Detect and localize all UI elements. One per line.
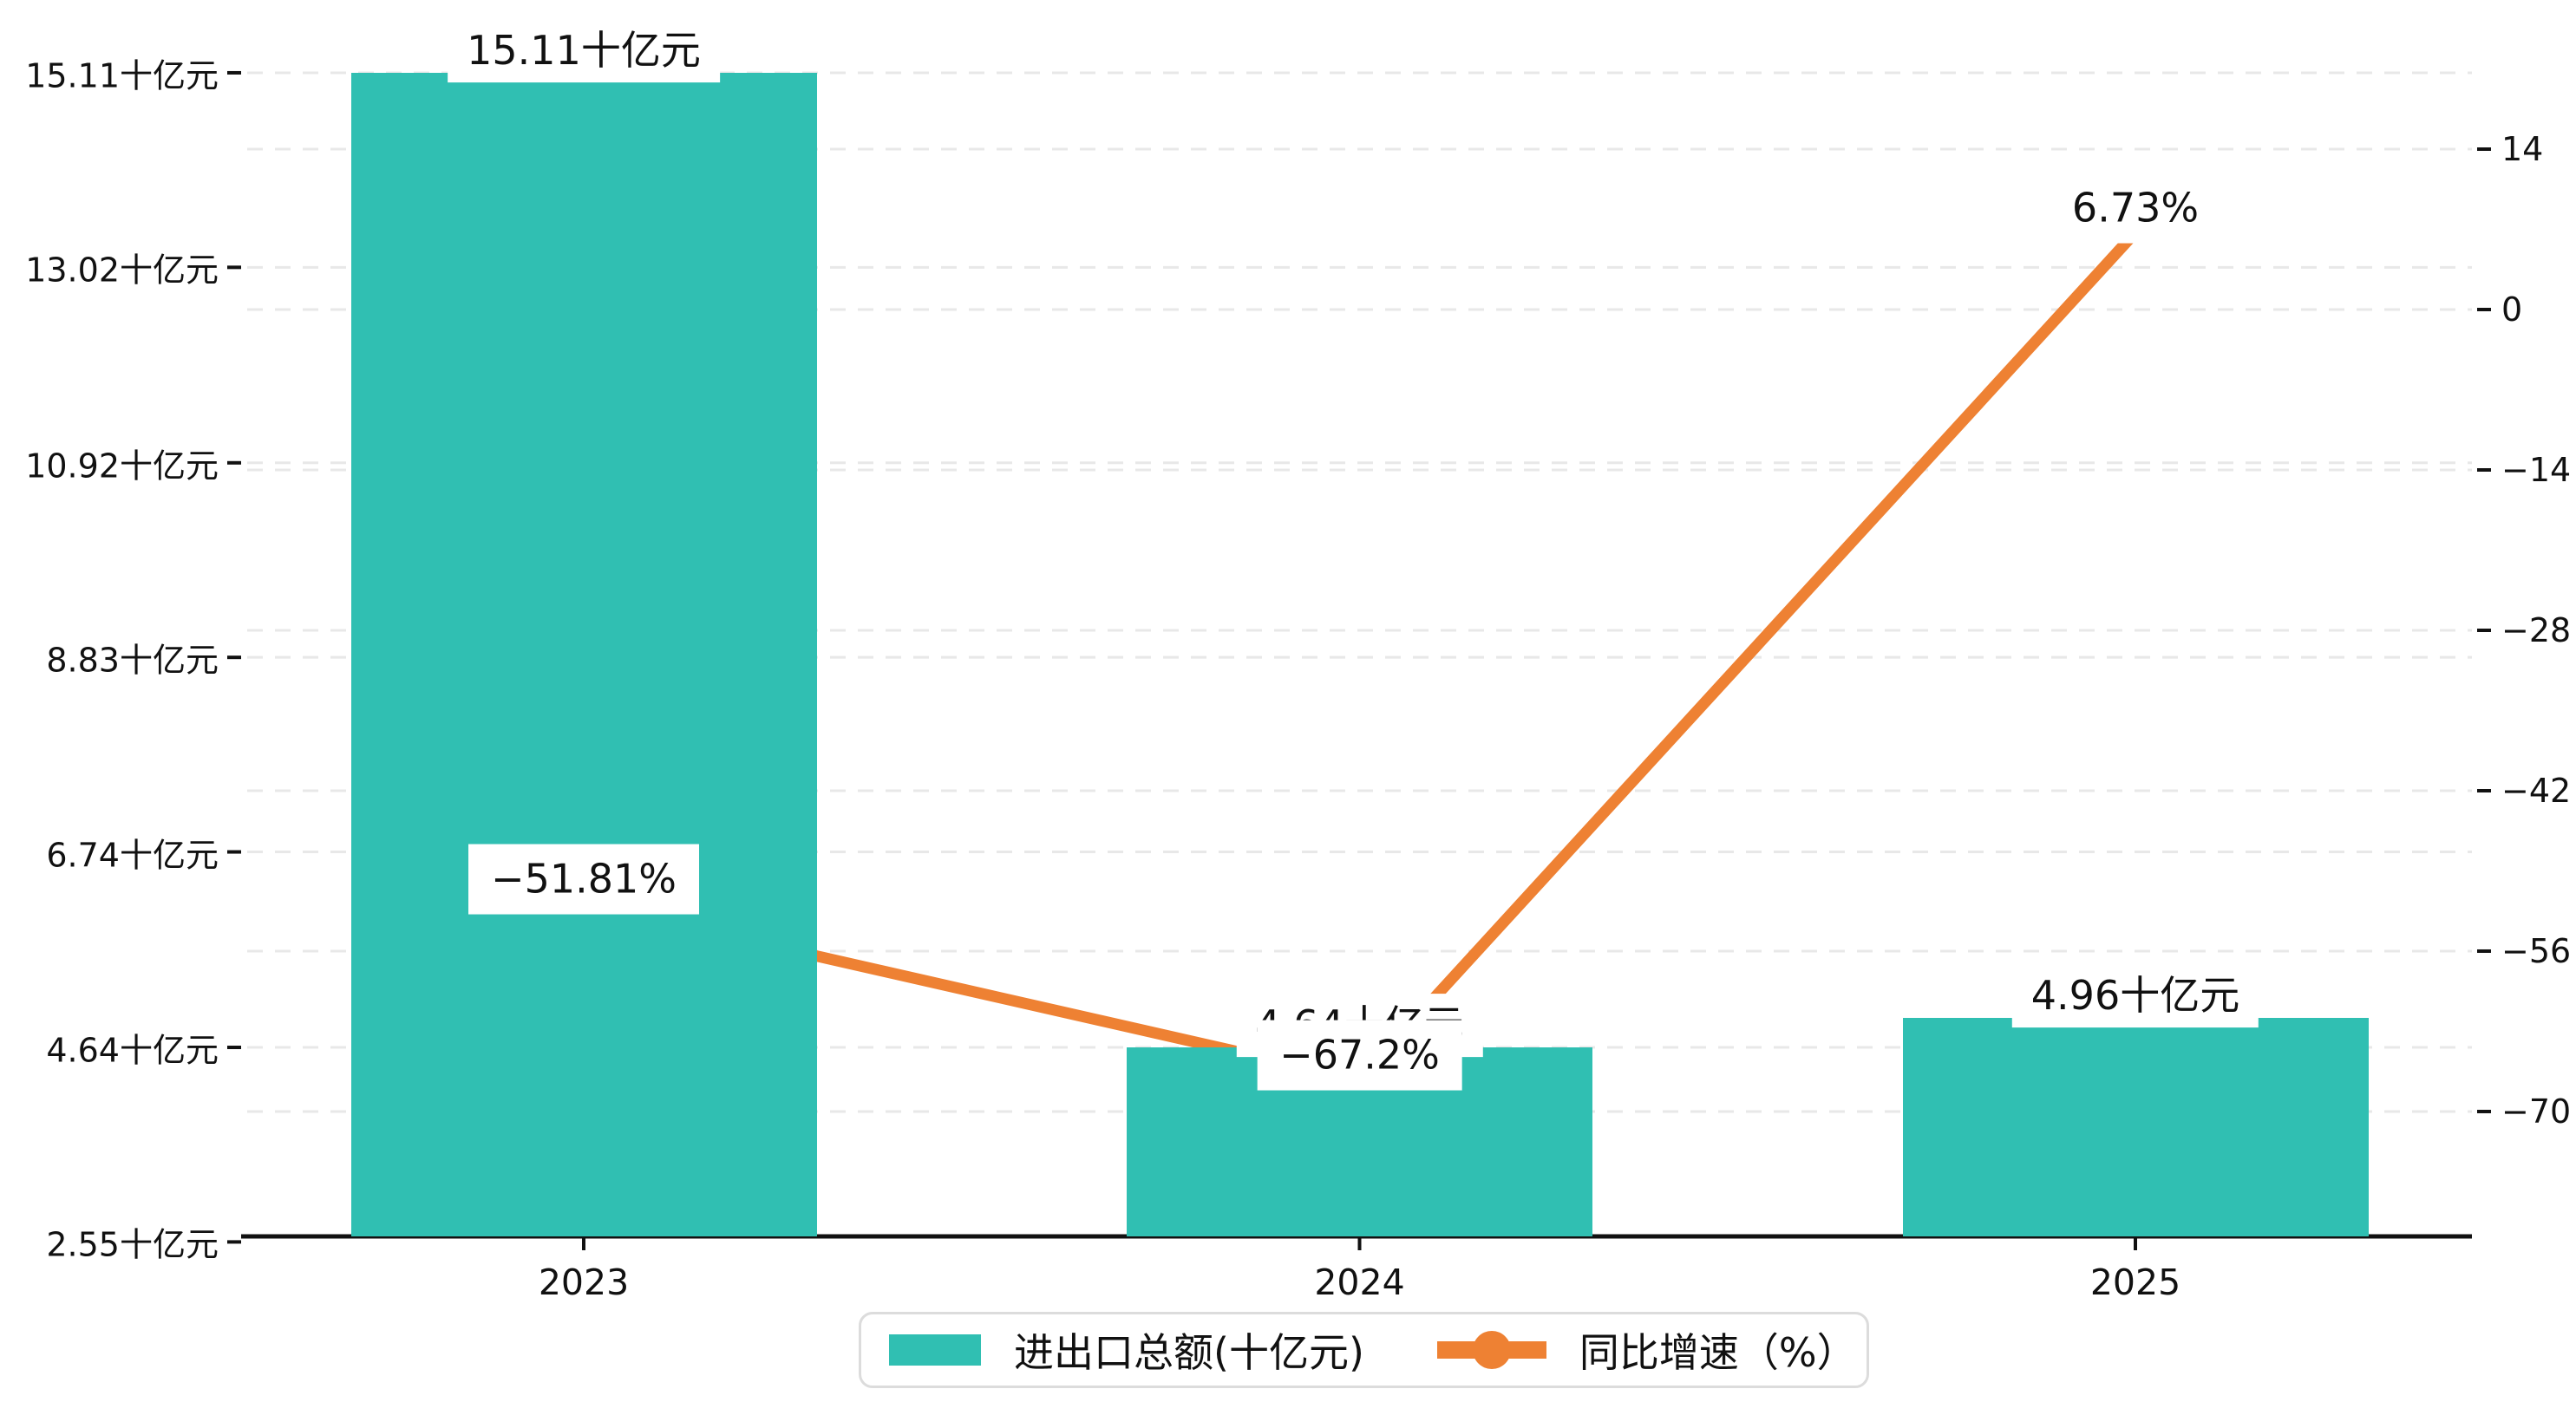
legend-label-bar-series: 进出口总额(十亿元) — [1014, 1329, 1364, 1376]
axis-marks — [227, 70, 2491, 1250]
left-axis-tick-label: 8.83十亿元 — [46, 641, 219, 680]
right-axis-tick-label: 0 — [2501, 290, 2523, 329]
x-axis-category-label: 2023 — [538, 1262, 630, 1303]
right-axis-tick-label: −42 — [2501, 771, 2572, 810]
x-axis-category-label: 2024 — [1314, 1262, 1405, 1303]
x-axis-category-label: 2025 — [2089, 1262, 2181, 1303]
growth-value-label-2025: 6.73% — [2049, 173, 2222, 244]
line-series-marker-icon — [1436, 1329, 1546, 1371]
bar-2025 — [1902, 1017, 2369, 1236]
legend-item-bar-series[interactable]: 进出口总额(十亿元) — [889, 1321, 1364, 1379]
legend: 进出口总额(十亿元) 同比增速（%） — [859, 1312, 1869, 1388]
bar-series-swatch-icon — [889, 1334, 981, 1366]
left-axis-tick-label: 2.55十亿元 — [46, 1225, 219, 1264]
growth-value-label-2024: −67.2% — [1257, 1020, 1462, 1091]
growth-value-label-2023: −51.81% — [468, 844, 699, 915]
left-axis-tick-label: 6.74十亿元 — [46, 836, 219, 875]
right-axis-tick-label: −14 — [2501, 450, 2572, 489]
right-axis-tick-label: −70 — [2501, 1092, 2572, 1131]
bar-value-label-2023: 15.11十亿元 — [448, 19, 720, 82]
left-axis-tick-label: 15.11十亿元 — [25, 56, 219, 95]
legend-item-line-series[interactable]: 同比增速（%） — [1436, 1321, 1857, 1379]
right-axis-tick-label: −56 — [2501, 931, 2572, 970]
legend-label-line-series: 同比增速（%） — [1579, 1329, 1857, 1376]
bar-value-label-2025: 4.96十亿元 — [2011, 963, 2259, 1027]
left-axis-tick-label: 13.02十亿元 — [25, 251, 219, 290]
bar-2023 — [350, 72, 817, 1236]
left-axis-tick-label: 4.64十亿元 — [46, 1031, 219, 1070]
right-axis-tick-label: −28 — [2501, 610, 2572, 649]
left-axis-tick-label: 10.92十亿元 — [25, 447, 219, 486]
right-axis-tick-label: 14 — [2501, 130, 2544, 168]
